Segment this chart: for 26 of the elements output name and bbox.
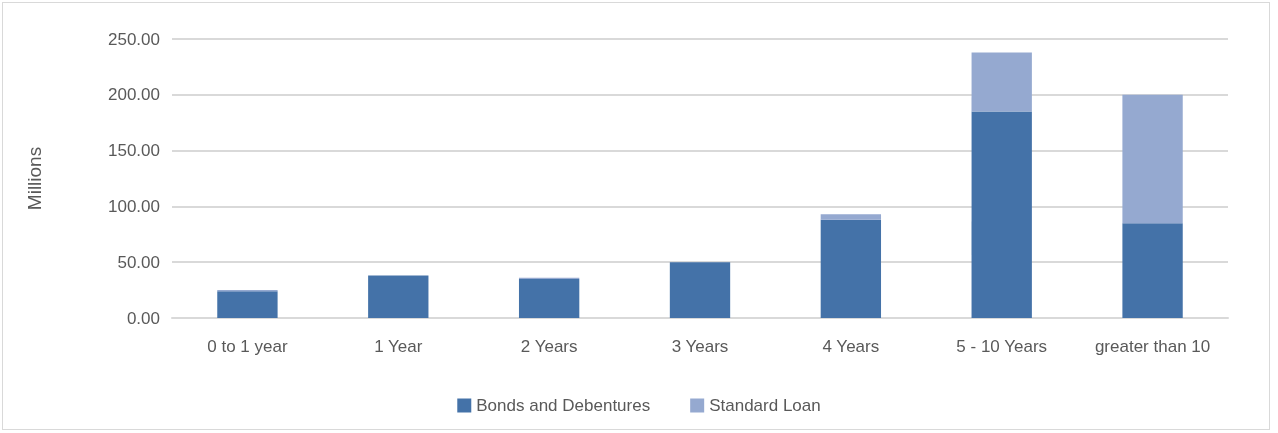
x-tick-label: 1 Year	[374, 337, 423, 356]
x-tick-label: 0 to 1 year	[207, 337, 288, 356]
y-tick-label: 200.00	[108, 85, 160, 105]
y-tick-label: 50.00	[117, 252, 160, 272]
x-tick-label: 2 Years	[520, 337, 578, 356]
bar	[971, 111, 1032, 318]
y-tick-label: 100.00	[108, 196, 160, 216]
y-tick-label: 250.00	[108, 29, 160, 49]
bar	[368, 275, 429, 318]
bar	[1122, 94, 1183, 224]
bar	[669, 262, 731, 318]
bar	[1122, 223, 1183, 318]
legend-label: Bonds and Debentures	[476, 396, 651, 415]
bar	[518, 278, 580, 318]
legend-label: Standard Loan	[709, 396, 821, 415]
bar	[971, 52, 1032, 112]
bar	[217, 291, 278, 318]
bar	[820, 219, 882, 318]
y-tick-label: 150.00	[108, 141, 160, 161]
x-tick-label: 5 - 10 Years	[956, 337, 1048, 356]
x-tick-label: 3 Years	[671, 337, 729, 356]
x-tick-label: 4 Years	[822, 337, 880, 356]
y-tick-label: 0.00	[126, 308, 160, 328]
y-axis-title: Millions	[24, 146, 45, 211]
x-tick-label: greater than 10	[1094, 337, 1211, 356]
bar	[820, 214, 882, 220]
